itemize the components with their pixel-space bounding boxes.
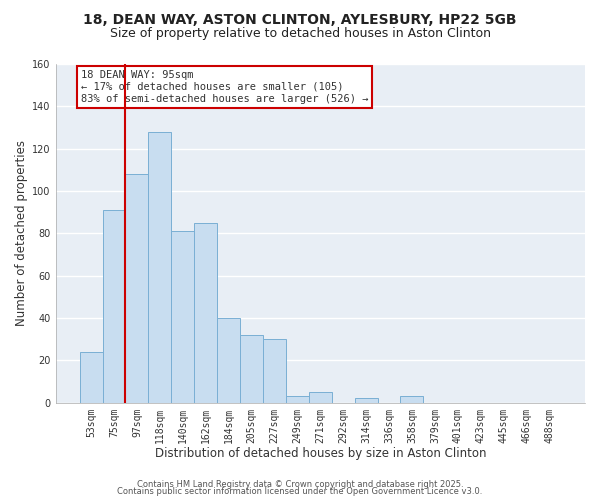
Text: 18, DEAN WAY, ASTON CLINTON, AYLESBURY, HP22 5GB: 18, DEAN WAY, ASTON CLINTON, AYLESBURY, … [83,12,517,26]
Bar [171,231,194,402]
Bar [103,210,125,402]
Bar [148,132,171,402]
Bar [240,335,263,402]
Bar [400,396,424,402]
Bar [80,352,103,403]
Bar [263,339,286,402]
Bar [309,392,332,402]
Text: Contains public sector information licensed under the Open Government Licence v3: Contains public sector information licen… [118,488,482,496]
Bar [286,396,309,402]
Bar [217,318,240,402]
Text: Contains HM Land Registry data © Crown copyright and database right 2025.: Contains HM Land Registry data © Crown c… [137,480,463,489]
X-axis label: Distribution of detached houses by size in Aston Clinton: Distribution of detached houses by size … [155,447,486,460]
Bar [355,398,377,402]
Text: Size of property relative to detached houses in Aston Clinton: Size of property relative to detached ho… [110,28,491,40]
Bar [194,223,217,402]
Text: 18 DEAN WAY: 95sqm
← 17% of detached houses are smaller (105)
83% of semi-detach: 18 DEAN WAY: 95sqm ← 17% of detached hou… [81,70,368,104]
Bar [125,174,148,402]
Y-axis label: Number of detached properties: Number of detached properties [15,140,28,326]
